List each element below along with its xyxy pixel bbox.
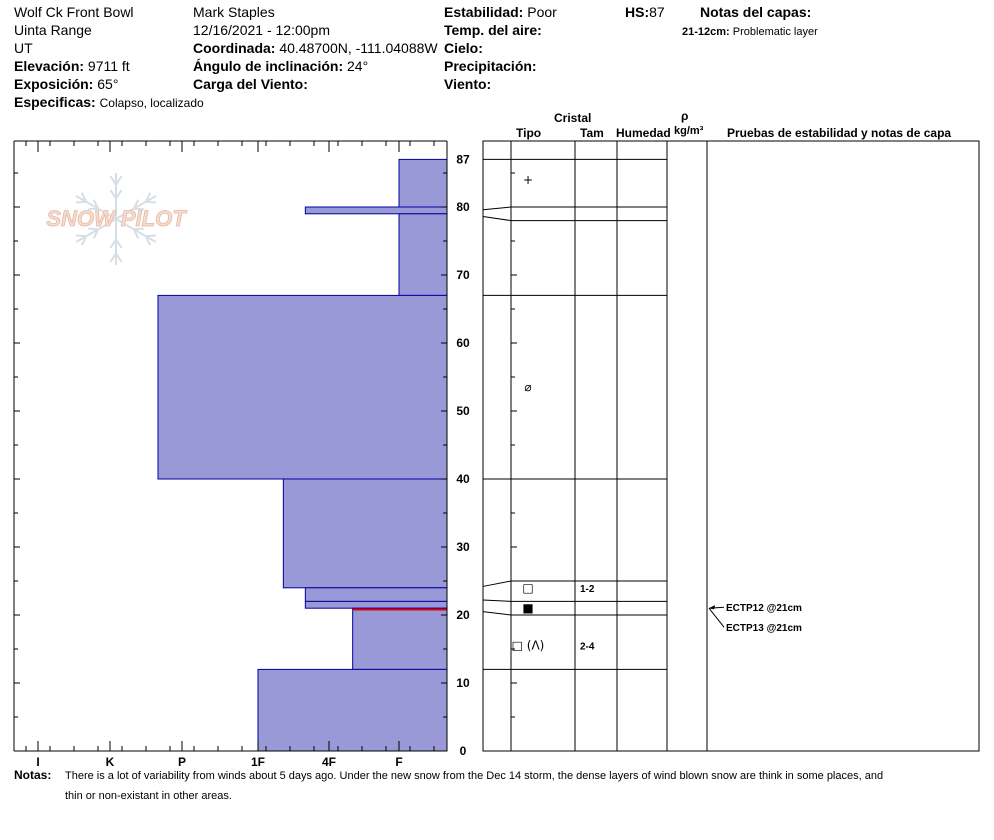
range-name: Uinta Range bbox=[14, 22, 92, 38]
specifics-value: Colapso, localizado bbox=[99, 96, 204, 110]
location-name: Wolf Ck Front Bowl bbox=[14, 4, 134, 20]
boundary-connector bbox=[482, 599, 512, 602]
height-tick-label: 0 bbox=[460, 744, 467, 758]
hardness-bar bbox=[304, 600, 448, 609]
type-header: Tipo bbox=[516, 126, 542, 140]
layer-notes-title: Notas del capas: bbox=[700, 4, 812, 20]
hardness-bar bbox=[304, 587, 448, 602]
aspect: Exposición: 65° bbox=[14, 76, 118, 92]
hardness-bar bbox=[352, 607, 448, 670]
sky-label: Cielo: bbox=[444, 40, 483, 56]
height-tick-label: 87 bbox=[456, 152, 470, 166]
slope-value: 24° bbox=[347, 58, 369, 74]
height-tick-label: 60 bbox=[456, 336, 470, 350]
test-label: ECTP12 @21cm bbox=[726, 603, 802, 614]
height-tick-label: 10 bbox=[456, 676, 470, 690]
density-unit-header: kg/m³ bbox=[674, 125, 704, 137]
crystal-symbol: + bbox=[523, 173, 533, 187]
crystal-size: 1-2 bbox=[580, 584, 595, 595]
hs: HS:87 bbox=[625, 4, 665, 20]
elevation-label: Elevación: bbox=[14, 58, 85, 74]
height-tick-label: 40 bbox=[456, 472, 470, 486]
slope-angle: Ángulo de inclinación: 24° bbox=[193, 58, 368, 74]
hardness-bar bbox=[257, 668, 448, 752]
hardness-tick-label: K bbox=[106, 755, 115, 769]
moisture-header: Humedad bbox=[616, 126, 671, 140]
hardness-tick-label: 1F bbox=[251, 755, 265, 769]
test-label: ECTP13 @21cm bbox=[726, 623, 802, 634]
stability-value: Poor bbox=[527, 4, 557, 20]
precip-label: Precipitación: bbox=[444, 58, 537, 74]
hardness-bar bbox=[304, 206, 448, 215]
hardness-bar bbox=[398, 213, 448, 296]
wind-label: Viento: bbox=[444, 76, 492, 92]
aspect-value: 65° bbox=[97, 76, 119, 92]
hardness-bars bbox=[157, 158, 448, 752]
hardness-bar bbox=[398, 158, 448, 208]
wind-load-label: Carga del Viento: bbox=[193, 76, 308, 92]
test-arrow bbox=[708, 607, 725, 628]
notes-label: Notas: bbox=[14, 768, 52, 782]
hs-value: 87 bbox=[649, 4, 665, 20]
height-tick-label: 80 bbox=[456, 200, 470, 214]
stability: Estabilidad: Poor bbox=[444, 4, 557, 20]
elevation-value: 9711 ft bbox=[87, 58, 130, 74]
hardness-axis: I K P 1F 4F F bbox=[25, 141, 435, 769]
height-tick-label: 20 bbox=[456, 608, 470, 622]
snowpilot-watermark: SNOW PILOT bbox=[46, 173, 188, 265]
height-tick-label: 30 bbox=[456, 540, 470, 554]
crystal-header: Cristal bbox=[554, 111, 592, 125]
height-axis: 0 10 20 30 40 50 60 70 80 87 bbox=[14, 152, 517, 758]
density-column bbox=[666, 140, 708, 752]
crystal-symbol: ■ bbox=[522, 601, 533, 615]
air-temp-label: Temp. del aire: bbox=[444, 22, 542, 38]
crystal-symbol: ⌀ bbox=[524, 380, 531, 394]
height-tick-label: 70 bbox=[456, 268, 470, 282]
notes-line-2: thin or non-existant in other areas. bbox=[65, 790, 232, 802]
boundary-connector bbox=[482, 216, 512, 222]
state-name: UT bbox=[14, 40, 33, 56]
layer-note: 21-12cm: Problematic layer bbox=[682, 24, 818, 40]
rho-header: ρ bbox=[681, 109, 689, 123]
aspect-label: Exposición: bbox=[14, 76, 94, 92]
tests-header: Pruebas de estabilidad y notas de capa bbox=[727, 126, 952, 140]
hardness-tick-label: P bbox=[178, 755, 186, 769]
hardness-bar bbox=[282, 478, 448, 589]
slope-label: Ángulo de inclinación: bbox=[193, 58, 344, 74]
coord-label: Coordinada: bbox=[193, 40, 276, 56]
hardness-tick-label: I bbox=[36, 755, 39, 769]
hardness-tick-label: 4F bbox=[322, 755, 336, 769]
specifics: Especificas: Colapso, localizado bbox=[14, 94, 204, 111]
height-tick-label: 50 bbox=[456, 404, 470, 418]
observer-name: Mark Staples bbox=[193, 4, 275, 20]
boundary-connector bbox=[482, 580, 512, 587]
boundary-connector bbox=[482, 611, 512, 616]
elevation: Elevación: 9711 ft bbox=[14, 58, 130, 74]
crystal-symbol: □ bbox=[522, 581, 533, 595]
tests-column bbox=[706, 140, 980, 752]
layer-note-text: Problematic layer bbox=[732, 26, 818, 38]
stratigraphy-table bbox=[482, 140, 980, 752]
boundary-connector bbox=[482, 206, 512, 211]
crystal-size: 2-4 bbox=[580, 642, 595, 653]
hs-label: HS: bbox=[625, 4, 650, 20]
crystal-symbols: + ⌀ □ 1-2 ■ □ (Λ) 2-4 bbox=[512, 173, 595, 653]
size-header: Tam bbox=[580, 126, 604, 140]
coordinates: Coordinada: 40.48700N, -111.04088W bbox=[193, 40, 438, 56]
stability-label: Estabilidad: bbox=[444, 4, 524, 20]
test-arrowhead bbox=[709, 605, 715, 610]
coord-value: 40.48700N, -111.04088W bbox=[279, 40, 438, 56]
observation-datetime: 12/16/2021 - 12:00pm bbox=[193, 22, 330, 38]
watermark-text: SNOW PILOT bbox=[46, 206, 187, 231]
hardness-tick-label: F bbox=[395, 755, 402, 769]
crystal-symbol: □ (Λ) bbox=[512, 639, 545, 653]
specifics-label: Especificas: bbox=[14, 94, 96, 110]
layer-note-range: 21-12cm: bbox=[682, 26, 730, 38]
notes-line-1: There is a lot of variability from winds… bbox=[65, 770, 884, 782]
hardness-bar bbox=[157, 294, 448, 480]
stability-tests: ECTP12 @21cm ECTP13 @21cm bbox=[708, 603, 802, 634]
snowflake-icon bbox=[75, 173, 157, 265]
